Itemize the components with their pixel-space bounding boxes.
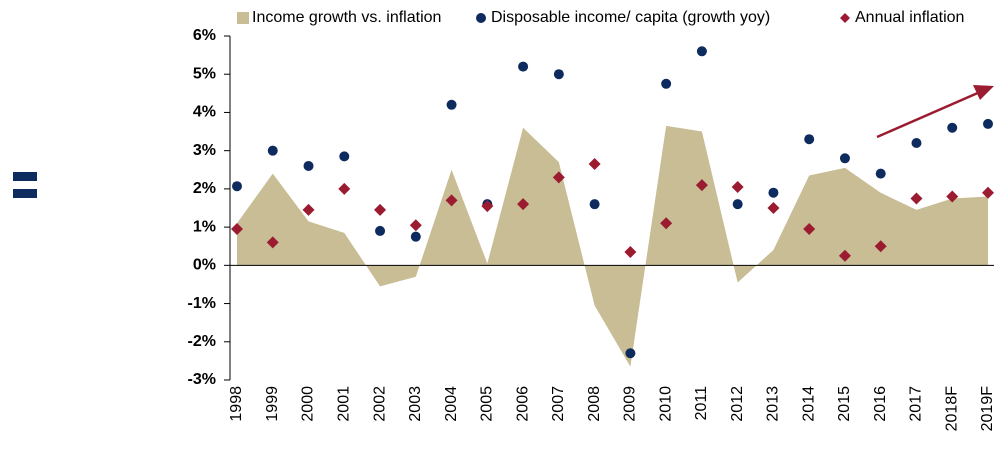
y-tick-label: -3% bbox=[188, 371, 216, 388]
legend-swatch bbox=[476, 13, 486, 23]
x-tick-label: 2006 bbox=[514, 386, 531, 422]
equals-sign-top bbox=[13, 172, 37, 181]
x-tick-label: 1998 bbox=[228, 386, 245, 422]
dot bbox=[589, 199, 600, 210]
dot bbox=[303, 160, 314, 171]
dot bbox=[232, 181, 242, 192]
x-tick-label: 2001 bbox=[336, 386, 353, 422]
diamond bbox=[445, 194, 458, 207]
trend-arrow bbox=[876, 90, 981, 139]
dot bbox=[983, 118, 993, 129]
legend-label: Disposable income/ capita (growth yoy) bbox=[491, 9, 770, 26]
dot bbox=[375, 225, 386, 236]
dot bbox=[732, 199, 743, 210]
x-tick-label: 1999 bbox=[264, 386, 281, 422]
dot bbox=[339, 151, 350, 162]
diamond bbox=[338, 182, 351, 195]
trend-arrow-head bbox=[973, 85, 994, 100]
x-tick-label: 2016 bbox=[872, 386, 889, 422]
x-tick-label: 2011 bbox=[693, 386, 710, 421]
diamond bbox=[731, 180, 744, 193]
x-tick-label: 2014 bbox=[800, 386, 817, 422]
diamond bbox=[767, 202, 780, 214]
x-tick-label: 2015 bbox=[836, 386, 853, 422]
x-tick-label: 2000 bbox=[300, 386, 317, 422]
y-tick-label: -1% bbox=[188, 295, 216, 312]
diamond bbox=[624, 245, 637, 258]
dot bbox=[553, 69, 564, 80]
dot bbox=[410, 231, 421, 242]
y-tick-label: 4% bbox=[193, 104, 216, 121]
y-tick-label: -2% bbox=[188, 333, 216, 350]
diamond bbox=[302, 203, 315, 216]
legend-swatch bbox=[237, 12, 249, 24]
x-tick-label: 2002 bbox=[371, 386, 388, 422]
dot bbox=[446, 99, 457, 110]
dot bbox=[768, 187, 779, 198]
diamond bbox=[695, 179, 708, 192]
diamond bbox=[660, 217, 673, 230]
dot bbox=[839, 153, 850, 164]
diamond bbox=[517, 198, 530, 211]
x-tick-label: 2009 bbox=[622, 386, 639, 422]
dot bbox=[696, 46, 707, 57]
dot bbox=[661, 78, 672, 89]
x-tick-label: 2008 bbox=[586, 386, 603, 422]
x-tick-label: 2010 bbox=[657, 386, 674, 422]
x-tick-label: 2007 bbox=[550, 386, 567, 422]
x-tick-label: 2013 bbox=[765, 386, 782, 422]
legend-label: Income growth vs. inflation bbox=[252, 9, 441, 26]
x-tick-label: 2019F bbox=[979, 386, 994, 432]
legend-swatch bbox=[840, 13, 850, 23]
diamond bbox=[374, 203, 387, 216]
diamond bbox=[910, 192, 923, 205]
dot bbox=[875, 168, 886, 179]
x-tick-label: 2005 bbox=[479, 386, 496, 422]
dot bbox=[911, 138, 922, 149]
diamond bbox=[946, 190, 959, 203]
dot bbox=[947, 122, 958, 133]
diamond bbox=[552, 171, 565, 184]
diamond bbox=[838, 249, 851, 262]
diamond bbox=[803, 223, 816, 236]
y-tick-label: 6% bbox=[193, 27, 216, 44]
diamond bbox=[266, 236, 279, 249]
diamond bbox=[481, 200, 494, 213]
diamond bbox=[982, 186, 994, 199]
x-tick-label: 2012 bbox=[729, 386, 746, 422]
y-tick-label: 3% bbox=[193, 142, 216, 159]
x-tick-label: 2003 bbox=[407, 386, 424, 422]
legend-label: Annual inflation bbox=[855, 9, 964, 26]
area bbox=[237, 125, 988, 367]
diamond bbox=[874, 240, 887, 253]
dot bbox=[518, 61, 529, 72]
y-tick-label: 0% bbox=[193, 257, 216, 274]
y-tick-label: 1% bbox=[193, 218, 216, 235]
equals-sign-bottom bbox=[13, 189, 37, 198]
dot bbox=[267, 145, 278, 156]
diamond bbox=[409, 219, 422, 232]
x-tick-label: 2004 bbox=[443, 386, 460, 422]
dot bbox=[625, 348, 636, 359]
y-tick-label: 5% bbox=[193, 65, 216, 82]
x-tick-label: 2017 bbox=[908, 386, 925, 422]
diamond bbox=[588, 158, 601, 171]
x-tick-label: 2018F bbox=[943, 386, 960, 432]
y-tick-label: 2% bbox=[193, 180, 216, 197]
dot bbox=[804, 134, 815, 145]
diamond bbox=[231, 223, 243, 236]
